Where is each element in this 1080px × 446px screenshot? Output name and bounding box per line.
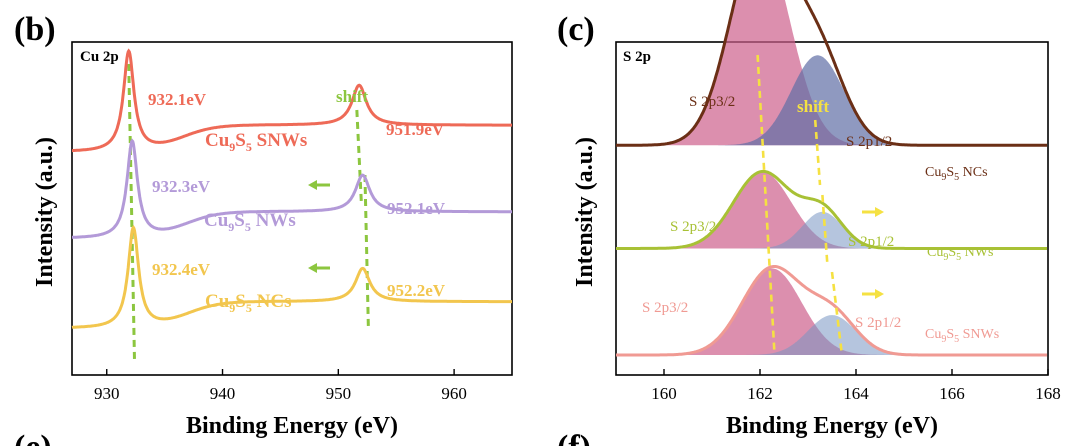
b-legend-ncs: Cu9S5 NCs <box>205 291 291 315</box>
c-comp-label-6: S 2p1/2 <box>855 315 901 331</box>
b-shift-label: shift <box>336 87 368 106</box>
b-series-line-1 <box>72 138 512 239</box>
c-envelope-1 <box>616 169 1047 250</box>
b-peak-label-2: 951.9eV <box>386 120 445 139</box>
b-peak-label-5: 932.4eV <box>152 260 211 279</box>
b-series-line-2 <box>71 224 512 329</box>
c-shift-arrowhead-1 <box>875 289 884 299</box>
c-guide-lines <box>756 54 843 353</box>
b-shift-arrows <box>308 180 330 273</box>
b-shift-arrowhead-1 <box>308 263 317 273</box>
c-panel-title: S 2p <box>623 49 651 65</box>
b-peak-label-4: 952.1eV <box>387 199 446 218</box>
c-tick-label-166: 166 <box>939 384 965 403</box>
c-comp-label-3: S 2p3/2 <box>670 219 716 235</box>
c-guide-2p12-a <box>813 119 822 186</box>
b-legend-snws: Cu9S5 SNWs <box>205 130 307 154</box>
c-component-1-0 <box>616 171 1048 249</box>
b-plot-frame <box>71 41 513 376</box>
c-curves <box>616 0 1048 357</box>
b-series-line-0 <box>72 48 512 153</box>
b-guide-high-2 <box>363 174 370 331</box>
c-tick-label-168: 168 <box>1035 384 1061 403</box>
c-envelope-0 <box>616 0 1047 147</box>
c-guide-2p32 <box>756 54 776 353</box>
c-tick-label-160: 160 <box>651 384 677 403</box>
b-peak-label-3: 932.3eV <box>152 177 211 196</box>
c-legend-nws: Cu9S5 NWs <box>927 245 993 263</box>
c-component-1-1 <box>616 211 1048 249</box>
b-legend-nws: Cu9S5 NWs <box>204 210 296 234</box>
c-ylabel: Intensity (a.u.) <box>572 137 598 287</box>
b-peak-label-6: 952.2eV <box>387 281 446 300</box>
c-comp-label-4: S 2p1/2 <box>848 234 894 250</box>
c-xlabel: Binding Energy (eV) <box>726 413 938 439</box>
panel-letter-c: (c) <box>557 11 595 48</box>
b-x-ticks: 930 940 950 960 <box>94 369 467 403</box>
c-guide-2p12-c <box>830 271 843 353</box>
b-curves <box>71 48 512 329</box>
b-tick-label-940: 940 <box>210 384 236 403</box>
b-guide-high-1 <box>355 109 363 206</box>
panel-letter-e: (e) <box>14 429 52 446</box>
c-shift-arrowhead-0 <box>875 207 884 217</box>
c-comp-label-1: S 2p3/2 <box>689 94 735 110</box>
b-xlabel: Binding Energy (eV) <box>186 413 398 439</box>
c-shift-arrows <box>862 207 884 299</box>
c-tick-label-164: 164 <box>843 384 869 403</box>
c-legend-snws: Cu9S5 SNWs <box>925 327 999 345</box>
c-component-2-1 <box>616 315 1048 355</box>
c-plot-frame <box>615 41 1049 376</box>
b-guide-lines <box>127 63 370 363</box>
c-comp-label-5: S 2p3/2 <box>642 300 688 316</box>
b-shift-arrowhead-0 <box>308 180 317 190</box>
b-peak-label-1: 932.1eV <box>148 90 207 109</box>
c-legend-ncs: Cu9S5 NCs <box>925 165 988 183</box>
c-shift-label: shift <box>797 97 829 116</box>
b-ylabel: Intensity (a.u.) <box>32 137 58 287</box>
c-envelope-2 <box>616 265 1047 357</box>
b-tick-label-950: 950 <box>326 384 352 403</box>
c-component-0-1 <box>616 55 1048 146</box>
b-guide-low <box>127 63 137 363</box>
b-tick-label-930: 930 <box>94 384 120 403</box>
b-panel-title: Cu 2p <box>80 49 119 65</box>
panel-letter-b: (b) <box>14 11 56 48</box>
c-x-ticks: 160 162 164 166 168 <box>651 369 1061 403</box>
panel-letter-f: (f) <box>557 429 591 446</box>
b-tick-label-960: 960 <box>441 384 467 403</box>
c-component-0-0 <box>616 0 1048 146</box>
c-comp-label-2: S 2p1/2 <box>846 134 892 150</box>
c-tick-label-162: 162 <box>747 384 773 403</box>
